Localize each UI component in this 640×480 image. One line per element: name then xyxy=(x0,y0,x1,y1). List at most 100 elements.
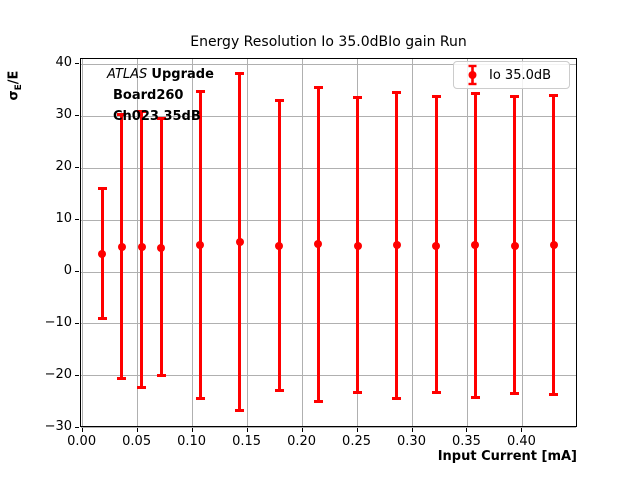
errorbar-cap-bottom xyxy=(137,385,147,389)
gridline-horizontal xyxy=(81,271,576,273)
errorbar-cap-top xyxy=(195,89,205,93)
errorbar-cap-bottom xyxy=(353,391,363,395)
y-tick-label: 40 xyxy=(55,55,72,71)
x-tick-mark xyxy=(81,428,83,432)
data-point-marker xyxy=(235,238,244,247)
errorbar-cap-top xyxy=(510,94,520,98)
legend: Io 35.0dB xyxy=(453,61,570,89)
annotation-line-1: ATLAS Upgrade xyxy=(107,64,214,85)
gridline-horizontal xyxy=(81,375,576,377)
errorbar-cap-bottom xyxy=(235,408,245,412)
gridline-vertical xyxy=(521,59,523,426)
errorbar-cap-top xyxy=(470,92,480,95)
errorbar-marker-icon xyxy=(468,64,477,86)
data-point-marker xyxy=(353,241,362,250)
data-point-marker xyxy=(314,239,323,248)
errorbar-cap-bottom xyxy=(470,395,480,399)
errorbar-cap-bottom xyxy=(313,399,323,403)
data-point-marker xyxy=(549,241,558,250)
gridline-horizontal xyxy=(81,167,576,169)
gridline-horizontal xyxy=(81,427,576,429)
x-tick-label: 0.10 xyxy=(177,434,207,449)
data-point-marker xyxy=(275,241,284,250)
gridline-vertical xyxy=(412,59,414,426)
legend-label: Io 35.0dB xyxy=(489,67,552,83)
upgrade-label: Upgrade xyxy=(151,67,214,82)
errorbar-cap-bottom xyxy=(510,391,520,395)
y-tick-mark xyxy=(75,63,79,65)
errorbar-cap-bottom xyxy=(97,316,107,320)
gridline-vertical xyxy=(247,59,249,426)
x-tick-mark xyxy=(356,428,358,432)
errorbar-cap-top xyxy=(274,98,284,102)
x-tick-mark xyxy=(191,428,193,432)
y-tick-label: −10 xyxy=(44,314,72,330)
gridline-horizontal xyxy=(81,115,576,117)
errorbar-cap-top xyxy=(156,116,166,120)
x-tick-label: 0.35 xyxy=(452,434,481,449)
annotation-line-2: Board260 xyxy=(113,88,184,103)
errorbar-cap-top xyxy=(431,94,441,98)
errorbar-cap-top xyxy=(235,71,245,75)
x-tick-mark xyxy=(411,428,413,432)
y-axis-label-rest: /E xyxy=(6,70,22,85)
errorbar-cap-bottom xyxy=(117,377,127,381)
data-point-marker xyxy=(432,241,441,250)
errorbar-cap-bottom xyxy=(195,396,205,400)
x-tick-mark xyxy=(136,428,138,432)
errorbar-cap-bottom xyxy=(431,391,441,395)
x-tick-mark xyxy=(301,428,303,432)
y-tick-mark xyxy=(75,115,79,117)
x-tick-label: 0.25 xyxy=(342,434,371,449)
y-tick-label: −20 xyxy=(44,366,72,382)
gridline-vertical xyxy=(192,59,194,426)
errorbar-cap-top xyxy=(313,85,323,89)
plot-area: ATLAS Upgrade Board260 Ch023 35dB Io 35.… xyxy=(80,58,577,429)
x-tick-mark xyxy=(466,428,468,432)
errorbar-cap-bottom xyxy=(549,393,559,397)
y-axis-label: σE/E xyxy=(6,38,25,134)
y-tick-mark xyxy=(75,322,79,324)
x-tick-mark xyxy=(521,428,523,432)
x-tick-label: 0.40 xyxy=(506,434,536,449)
gridline-horizontal xyxy=(81,323,576,325)
gridline-vertical xyxy=(302,59,304,426)
y-axis-label-subscript: E xyxy=(14,84,25,91)
gridline-vertical xyxy=(137,59,139,426)
data-point-marker xyxy=(157,243,166,252)
data-point-marker xyxy=(471,241,480,250)
annotation-line-3: Ch023 35dB xyxy=(113,109,201,124)
x-tick-label: 0.20 xyxy=(287,434,317,449)
y-tick-mark xyxy=(75,426,79,428)
y-tick-label: 20 xyxy=(55,159,72,175)
x-axis-label: Input Current [mA] xyxy=(437,449,577,464)
data-point-marker xyxy=(510,241,519,250)
errorbar-cap-top xyxy=(353,95,363,99)
data-point-marker xyxy=(137,242,146,251)
data-point-marker xyxy=(98,249,107,258)
errorbar-cap-bottom xyxy=(274,388,284,392)
chart-title: Energy Resolution Io 35.0dBIo gain Run xyxy=(190,34,467,50)
x-tick-label: 0.05 xyxy=(122,434,152,449)
y-tick-mark xyxy=(75,374,79,376)
gridline-horizontal xyxy=(81,63,576,65)
y-tick-label: −30 xyxy=(44,418,72,434)
y-tick-label: 0 xyxy=(63,263,72,279)
x-tick-label: 0.15 xyxy=(232,434,262,449)
gridline-vertical xyxy=(82,59,84,426)
y-tick-mark xyxy=(75,167,79,169)
errorbar-cap-top xyxy=(549,93,559,97)
errorbar-cap-top xyxy=(137,109,147,113)
y-tick-label: 10 xyxy=(55,211,72,227)
errorbar-cap-bottom xyxy=(156,374,166,378)
errorbar-cap-top xyxy=(392,90,402,94)
data-point-marker xyxy=(196,241,205,250)
data-point-marker xyxy=(392,241,401,250)
data-point-marker xyxy=(117,242,126,251)
y-axis-label-sigma: σ xyxy=(6,90,22,101)
y-tick-mark xyxy=(75,271,79,273)
errorbar-cap-bottom xyxy=(392,396,402,400)
atlas-annotation: ATLAS Upgrade Board260 Ch023 35dB xyxy=(107,64,214,127)
x-tick-mark xyxy=(246,428,248,432)
